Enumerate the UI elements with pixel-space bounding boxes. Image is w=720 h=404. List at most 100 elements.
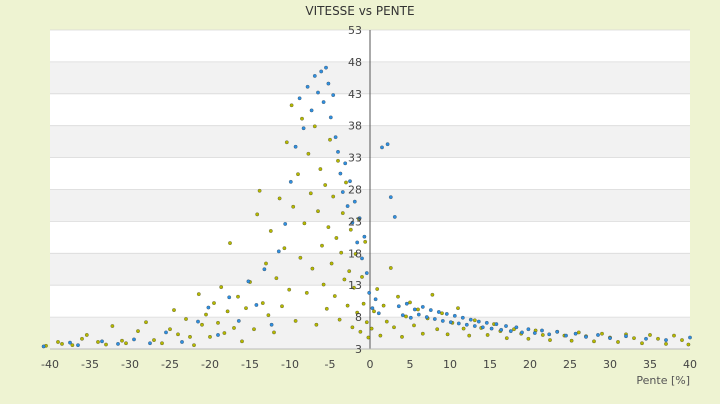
data-point bbox=[472, 324, 477, 328]
data-point bbox=[632, 336, 636, 341]
data-point bbox=[116, 342, 120, 346]
x-tick-label: 20 bbox=[523, 358, 537, 371]
data-point bbox=[364, 271, 369, 275]
data-point bbox=[222, 331, 227, 335]
data-point bbox=[353, 252, 358, 256]
data-point bbox=[584, 335, 588, 339]
data-point bbox=[280, 304, 284, 309]
data-point bbox=[369, 326, 374, 331]
data-point bbox=[266, 313, 271, 318]
data-point bbox=[596, 333, 600, 337]
data-point bbox=[326, 225, 331, 229]
data-point bbox=[180, 340, 184, 344]
data-point bbox=[328, 115, 333, 120]
x-tick-label: 25 bbox=[563, 358, 577, 371]
data-point bbox=[293, 144, 298, 149]
data-point bbox=[375, 287, 380, 291]
data-point bbox=[41, 344, 46, 349]
data-point bbox=[304, 291, 309, 295]
data-point bbox=[225, 309, 230, 314]
data-point bbox=[348, 179, 352, 184]
data-point bbox=[467, 333, 472, 338]
data-point bbox=[350, 220, 355, 225]
data-point bbox=[269, 322, 274, 327]
data-point bbox=[342, 277, 347, 282]
data-point bbox=[512, 327, 516, 332]
data-point bbox=[204, 312, 208, 317]
x-tick-label: 5 bbox=[407, 358, 414, 371]
data-point bbox=[420, 331, 425, 336]
data-point bbox=[314, 322, 319, 327]
data-point bbox=[400, 313, 405, 318]
data-point bbox=[132, 337, 136, 342]
data-point bbox=[680, 338, 684, 342]
data-point bbox=[308, 191, 313, 196]
data-point bbox=[404, 301, 409, 306]
data-point bbox=[340, 211, 345, 215]
x-tick-label: -5 bbox=[325, 358, 336, 371]
data-point bbox=[412, 323, 416, 328]
data-point bbox=[540, 333, 545, 337]
data-point bbox=[301, 126, 306, 131]
data-point bbox=[464, 322, 469, 327]
data-point bbox=[352, 285, 356, 290]
data-point bbox=[514, 325, 519, 330]
data-point bbox=[176, 332, 180, 337]
x-tick-label: 30 bbox=[603, 358, 617, 371]
data-point bbox=[196, 319, 200, 324]
data-point bbox=[504, 324, 508, 328]
data-point bbox=[337, 317, 342, 322]
data-point bbox=[254, 303, 259, 307]
data-point bbox=[305, 84, 310, 89]
data-point bbox=[564, 333, 568, 338]
data-point bbox=[216, 333, 220, 337]
data-point bbox=[144, 320, 148, 325]
x-tick-label: 35 bbox=[643, 358, 657, 371]
y-tick-label: 28 bbox=[348, 184, 362, 197]
data-point bbox=[80, 336, 84, 341]
data-point bbox=[592, 339, 596, 344]
data-point bbox=[104, 342, 108, 347]
data-point bbox=[236, 294, 240, 299]
data-point bbox=[332, 294, 337, 298]
data-point bbox=[124, 341, 128, 346]
data-point bbox=[428, 308, 433, 312]
data-point bbox=[472, 318, 477, 323]
data-point bbox=[262, 267, 267, 272]
data-point bbox=[302, 221, 307, 226]
data-point bbox=[318, 167, 323, 171]
data-point bbox=[672, 333, 676, 338]
data-point bbox=[480, 325, 485, 330]
data-point bbox=[367, 291, 372, 295]
data-point bbox=[188, 335, 192, 339]
data-point bbox=[331, 194, 336, 199]
data-point bbox=[385, 142, 390, 147]
data-point bbox=[336, 158, 340, 163]
data-point bbox=[363, 239, 368, 244]
data-point bbox=[456, 306, 460, 311]
data-point bbox=[255, 212, 260, 217]
data-point bbox=[392, 325, 396, 330]
data-point bbox=[366, 335, 371, 340]
y-tick-label: 38 bbox=[348, 120, 362, 133]
data-point bbox=[252, 327, 256, 332]
data-point bbox=[309, 108, 314, 113]
data-point bbox=[555, 329, 560, 334]
data-point bbox=[331, 93, 336, 97]
data-point bbox=[540, 328, 544, 333]
x-tick-label: -40 bbox=[41, 358, 59, 371]
data-point bbox=[272, 330, 276, 335]
data-point bbox=[430, 292, 435, 297]
y-tick-label: 18 bbox=[348, 247, 362, 260]
data-point bbox=[664, 342, 668, 346]
data-point bbox=[345, 204, 350, 208]
data-point bbox=[548, 338, 552, 342]
data-point bbox=[228, 241, 232, 245]
data-point bbox=[370, 306, 375, 311]
data-point bbox=[608, 336, 612, 341]
data-point bbox=[640, 341, 644, 346]
data-point bbox=[287, 287, 292, 292]
x-tick-label: 40 bbox=[683, 358, 697, 371]
x-tick-label: -15 bbox=[241, 358, 259, 371]
